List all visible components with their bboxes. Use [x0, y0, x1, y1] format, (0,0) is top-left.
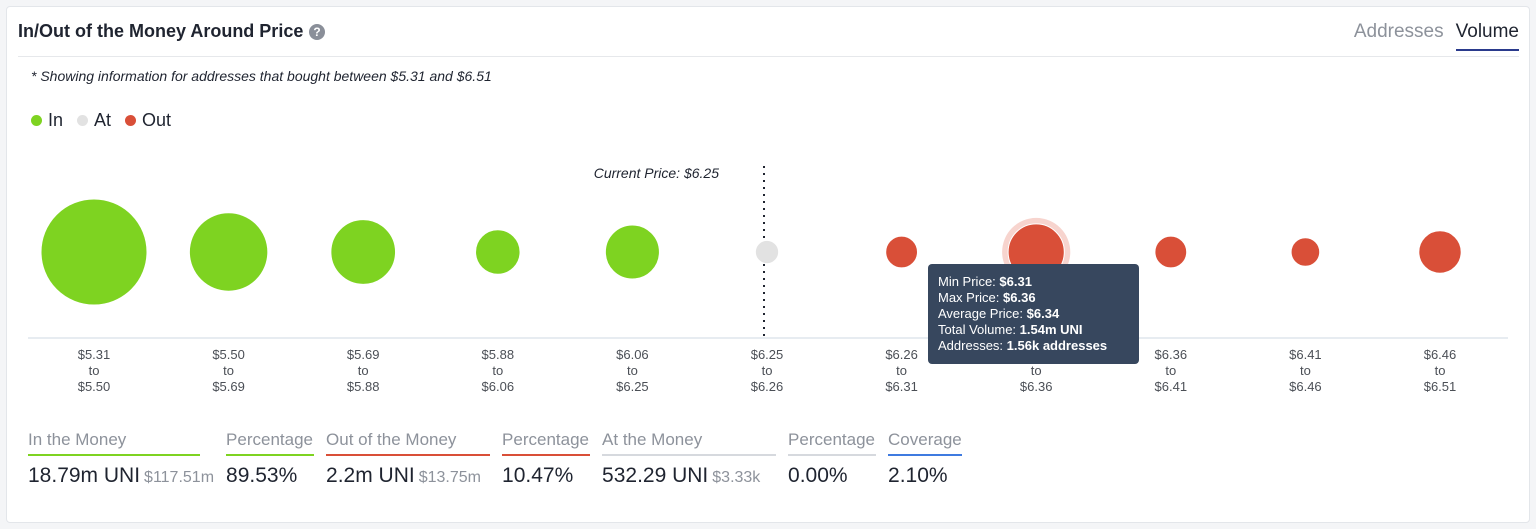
tooltip-addresses: Addresses: 1.56k addresses [938, 338, 1108, 353]
x-tick-label: $6.51 [1424, 379, 1457, 394]
stat-coverage: Coverage 2.10% [888, 430, 963, 488]
x-tick-label: $5.31 [78, 347, 111, 362]
stat-value: 89.53% [226, 464, 298, 487]
legend-label-out: Out [142, 110, 172, 130]
bubble-in[interactable] [604, 224, 660, 280]
x-tick-label: to [627, 363, 638, 378]
legend-item-out[interactable]: Out [125, 110, 171, 131]
x-tick-label: $6.41 [1155, 379, 1188, 394]
header-divider [18, 56, 1519, 57]
stat-usd-value: $117.51m [144, 469, 215, 486]
current-price-label: Current Price: $6.25 [594, 165, 719, 181]
bubble-in[interactable] [40, 198, 148, 306]
stat-value-row: 532.29 UNI $3.33k [602, 464, 776, 488]
x-tick-label: $5.69 [212, 379, 245, 394]
stat-in-percentage: Percentage 89.53% [226, 430, 315, 488]
x-tick-label: to [762, 363, 773, 378]
x-tick-label: $6.46 [1289, 379, 1322, 394]
legend-dot-in [31, 115, 42, 126]
legend-item-in[interactable]: In [31, 110, 63, 131]
question-circle-icon[interactable]: ? [309, 24, 325, 40]
x-tick-label: $5.50 [78, 379, 111, 394]
tooltip-max: Max Price: $6.36 [938, 290, 1036, 305]
stat-out-of-the-money: Out of the Money 2.2m UNI $13.75m [326, 430, 491, 488]
legend-dot-out [125, 115, 137, 126]
stat-value: 2.10% [888, 464, 948, 487]
bubble-out[interactable] [1418, 230, 1462, 274]
stat-label: At the Money [602, 430, 777, 456]
stat-at-the-money: At the Money 532.29 UNI $3.33k [602, 430, 777, 488]
stat-at-percentage: Percentage 0.00% [788, 430, 877, 488]
x-tick-label: $6.36 [1020, 379, 1053, 394]
x-tick-label: $5.50 [212, 347, 245, 362]
bubble-out[interactable] [1290, 237, 1321, 267]
x-tick-label: $6.25 [751, 347, 784, 362]
legend-label-at: At [94, 110, 112, 130]
bubble-chart: Current Price: $6.25$5.31to$5.50$5.50to$… [28, 165, 1508, 394]
x-tick-label: to [358, 363, 369, 378]
x-tick-label: to [896, 363, 907, 378]
x-tick-label: $6.26 [885, 347, 918, 362]
bubble-out[interactable] [885, 235, 918, 269]
bubble-in[interactable] [475, 229, 521, 275]
stat-label: Coverage [888, 430, 963, 456]
stat-value: 10.47% [502, 464, 574, 487]
x-tick-label: $6.06 [616, 347, 649, 362]
legend-dot-at [77, 115, 89, 126]
stat-label: Percentage [226, 430, 315, 456]
legend-label-in: In [48, 110, 64, 130]
stat-usd-value: $3.33k [712, 469, 761, 486]
x-tick-label: $5.88 [482, 347, 515, 362]
tab-volume[interactable]: Volume [1455, 21, 1519, 51]
bubble-out[interactable] [1154, 235, 1188, 269]
x-tick-label: $6.31 [885, 379, 918, 394]
stat-in-the-money: In the Money 18.79m UNI $117.51m [28, 430, 214, 488]
stat-value: 2.2m UNI [326, 464, 415, 487]
stat-value: 532.29 UNI [602, 464, 709, 487]
x-tick-label: $6.36 [1155, 347, 1188, 362]
tooltip-min: Min Price: $6.31 [938, 274, 1032, 289]
legend: In At Out [31, 110, 171, 131]
bubble-at[interactable] [754, 239, 780, 265]
x-tick-label: to [223, 363, 234, 378]
x-tick-label: to [1031, 363, 1042, 378]
stat-value: 0.00% [788, 464, 848, 487]
legend-item-at[interactable]: At [77, 110, 111, 131]
bubble-in[interactable] [188, 212, 269, 292]
tooltip-avg: Average Price: $6.34 [938, 306, 1060, 321]
x-tick-label: $5.69 [347, 347, 380, 362]
stat-label: In the Money [28, 430, 200, 456]
stat-value: 18.79m UNI [28, 464, 141, 487]
stat-label: Percentage [788, 430, 877, 456]
stat-out-percentage: Percentage 10.47% [502, 430, 591, 488]
x-tick-label: $6.25 [616, 379, 649, 394]
x-tick-label: $6.41 [1289, 347, 1322, 362]
tooltip-volume: Total Volume: 1.54m UNI [938, 322, 1083, 337]
x-tick-label: to [1300, 363, 1311, 378]
range-note: * Showing information for addresses that… [31, 68, 492, 84]
x-tick-label: $6.06 [482, 379, 515, 394]
bucket-tooltip: Min Price: $6.31 Max Price: $6.36 Averag… [928, 264, 1139, 364]
x-tick-label: $6.46 [1424, 347, 1457, 362]
bubble-in[interactable] [330, 219, 397, 285]
x-tick-label: $6.26 [751, 379, 784, 394]
stat-label: Percentage [502, 430, 591, 456]
view-tabs: Addresses Volume [1354, 21, 1519, 51]
tab-addresses[interactable]: Addresses [1353, 21, 1444, 42]
summary-stats: In the Money 18.79m UNI $117.51m Percenta… [28, 430, 974, 488]
x-tick-label: $5.88 [347, 379, 380, 394]
x-tick-label: to [89, 363, 100, 378]
x-tick-label: to [1165, 363, 1176, 378]
x-tick-label: to [1435, 363, 1446, 378]
x-tick-label: to [492, 363, 503, 378]
stat-label: Out of the Money [326, 430, 491, 456]
stat-value-row: 18.79m UNI $117.51m [28, 464, 214, 488]
chart-title: In/Out of the Money Around Price [18, 21, 304, 41]
stat-usd-value: $13.75m [418, 469, 481, 486]
stat-value-row: 2.2m UNI $13.75m [326, 464, 490, 488]
